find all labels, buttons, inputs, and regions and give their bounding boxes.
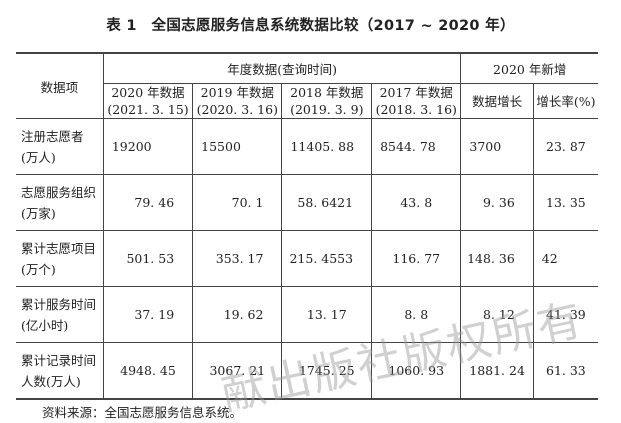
table-cell: 58. 6421 (281, 174, 373, 231)
header-year: 2017 年数据 (2018. 3. 16) (371, 83, 462, 119)
query-date: (2021. 3. 15) (107, 102, 189, 117)
row-label-name: 注册志愿者 (21, 128, 84, 144)
table-cell: 19200 (102, 118, 194, 175)
row-label-name: 累计记录时间 (21, 352, 97, 368)
table-row: 累计记录时间 人数(万人) 4948. 45 3067. 21 1745. 25 1060… (16, 342, 598, 400)
row-label-unit: (亿小时) (21, 317, 69, 333)
table-cell: 15500 (192, 118, 283, 175)
header-growth-rate: 增长率(%) (532, 83, 598, 119)
row-label-name: 累计服务时间 (21, 296, 97, 312)
table-row: 累计服务时间 (亿小时) 37. 19 19. 62 13. 17 8. 8 8. 12 41… (16, 286, 598, 343)
table-cell: 215. 4553 (281, 230, 373, 287)
table-cell: 116. 77 (371, 230, 462, 287)
header-year: 2019 年数据 (2020. 3. 16) (192, 83, 283, 119)
year-label: 2018 年数据 (290, 85, 364, 100)
table-cell: 79. 46 (102, 174, 194, 231)
header-item: 数据项 (16, 52, 104, 119)
year-label: 2017 年数据 (379, 85, 453, 100)
table-cell: 70. 1 (192, 174, 283, 231)
year-label: 2020 年数据 (111, 85, 185, 100)
header-new-group: 2020 年新增 (460, 52, 598, 84)
table-cell: 501. 53 (102, 230, 194, 287)
table-cell: 37. 19 (102, 286, 194, 343)
header-year: 2018 年数据 (2019. 3. 9) (281, 83, 373, 119)
year-label: 2019 年数据 (200, 85, 274, 100)
query-date: (2019. 3. 9) (290, 102, 364, 117)
table-cell: 1881. 24 (460, 342, 534, 400)
table-cell: 41. 39 (532, 286, 598, 343)
row-label: 注册志愿者 (万人) (16, 118, 104, 175)
table-cell: 9. 36 (460, 174, 534, 231)
header-growth: 数据增长 (460, 83, 534, 119)
row-label-unit: 人数(万人) (21, 373, 81, 389)
table-title: 表 1 全国志愿服务信息系统数据比较（2017 ~ 2020 年） (106, 18, 515, 34)
table-row: 注册志愿者 (万人) 19200 15500 11405. 88 8544. 78 3700… (16, 118, 598, 175)
table-row: 累计志愿项目 (万个) 501. 53 353. 17 215. 4553 116. 77… (16, 230, 598, 287)
header-annual-group: 年度数据(查询时间) (102, 52, 462, 84)
row-label-unit: (万家) (21, 205, 56, 221)
table-cell: 4948. 45 (102, 342, 194, 400)
table-cell: 11405. 88 (281, 118, 373, 175)
row-label: 累计记录时间 人数(万人) (16, 342, 104, 400)
row-label: 志愿服务组织 (万家) (16, 174, 104, 231)
source-note: 资料来源：全国志愿服务信息系统。 (42, 405, 243, 420)
table-cell: 19. 62 (192, 286, 283, 343)
row-label-name: 累计志愿项目 (21, 240, 97, 256)
table-cell: 13. 17 (281, 286, 373, 343)
row-label: 累计服务时间 (亿小时) (16, 286, 104, 343)
table-cell: 3700 (460, 118, 534, 175)
table-cell: 8. 12 (460, 286, 534, 343)
table-cell: 353. 17 (192, 230, 283, 287)
header-year: 2020 年数据 (2021. 3. 15) (103, 83, 194, 119)
table-cell: 1060. 93 (371, 342, 462, 400)
header-row: 数据项 年度数据(查询时间) 2020 年新增 (16, 52, 598, 119)
query-date: (2020. 3. 16) (196, 102, 278, 117)
table-row: 志愿服务组织 (万家) 79. 46 70. 1 58. 6421 43. 8 9. 36 1… (16, 174, 598, 231)
query-date: (2018. 3. 16) (375, 102, 457, 117)
table-cell: 43. 8 (371, 174, 462, 231)
row-label: 累计志愿项目 (万个) (16, 230, 104, 287)
row-label-unit: (万人) (21, 149, 56, 165)
table-cell: 148. 36 (460, 230, 534, 287)
row-label-unit: (万个) (21, 261, 56, 277)
table-cell: 61. 33 (532, 342, 598, 400)
table-cell: 8544. 78 (371, 118, 462, 175)
data-table: 数据项 年度数据(查询时间) 2020 年新增 2020 年数据 (2021. 3… (16, 52, 598, 400)
table-cell: 23. 87 (532, 118, 598, 175)
header-row: 2020 年数据 (2021. 3. 15) 2019 年数据 (2020. 3. … (16, 83, 598, 119)
row-label-name: 志愿服务组织 (21, 184, 97, 200)
table-cell: 3067. 21 (192, 342, 283, 400)
table-cell: 42 (532, 230, 598, 287)
table-cell: 13. 35 (532, 174, 598, 231)
table-cell: 1745. 25 (281, 342, 373, 400)
